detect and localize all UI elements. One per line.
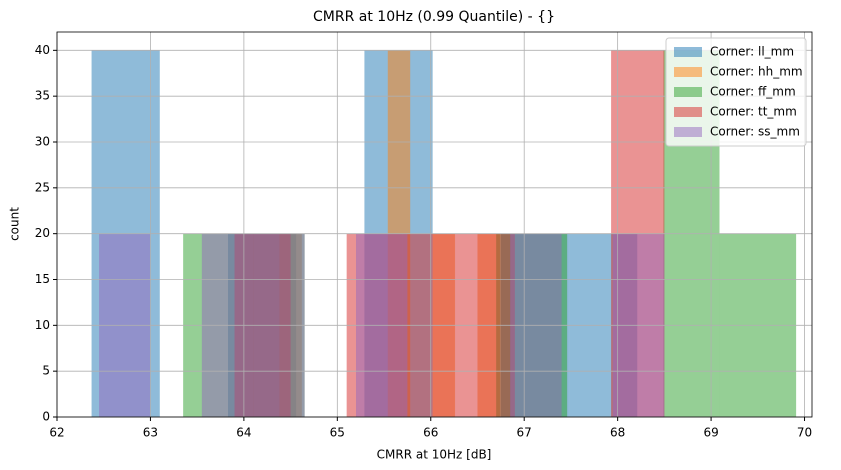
x-tick-label: 66 — [423, 426, 438, 440]
y-axis-label: count — [8, 207, 22, 241]
legend-label: Corner: hh_mm — [710, 65, 803, 79]
x-axis-label: CMRR at 10Hz [dB] — [377, 448, 492, 462]
x-tick-label: 65 — [330, 426, 345, 440]
y-tick-label: 35 — [35, 89, 50, 103]
chart-title: CMRR at 10Hz (0.99 Quantile) - {} — [313, 9, 555, 25]
plot-frame — [56, 31, 813, 418]
legend-swatch — [674, 107, 702, 117]
y-tick-label: 20 — [35, 226, 50, 240]
legend-swatch — [674, 87, 702, 97]
legend-swatch — [674, 47, 702, 57]
y-tick-label: 15 — [35, 272, 50, 286]
y-tick-label: 10 — [35, 318, 50, 332]
x-tick-label: 68 — [610, 426, 625, 440]
legend-swatch — [674, 127, 702, 137]
y-tick-label: 0 — [42, 410, 50, 424]
x-tick-label: 64 — [236, 426, 251, 440]
legend-label: Corner: ll_mm — [710, 45, 794, 59]
legend: Corner: ll_mm Corner: hh_mm Corner: ff_mm C… — [665, 37, 807, 147]
legend-box — [665, 37, 807, 147]
y-tick-label: 5 — [42, 364, 50, 378]
legend-label: Corner: tt_mm — [710, 105, 797, 119]
x-tick-label: 67 — [517, 426, 532, 440]
x-tick-label: 62 — [49, 426, 64, 440]
x-tick-label: 69 — [703, 426, 718, 440]
x-tick-label: 70 — [797, 426, 812, 440]
legend-swatch — [674, 67, 702, 77]
x-tick-label: 63 — [143, 426, 158, 440]
y-tick-label: 25 — [35, 180, 50, 194]
y-tick-label: 30 — [35, 135, 50, 149]
legend-label: Corner: ff_mm — [710, 85, 796, 99]
legend-label: Corner: ss_mm — [710, 125, 800, 139]
y-tick-label: 40 — [35, 43, 50, 57]
